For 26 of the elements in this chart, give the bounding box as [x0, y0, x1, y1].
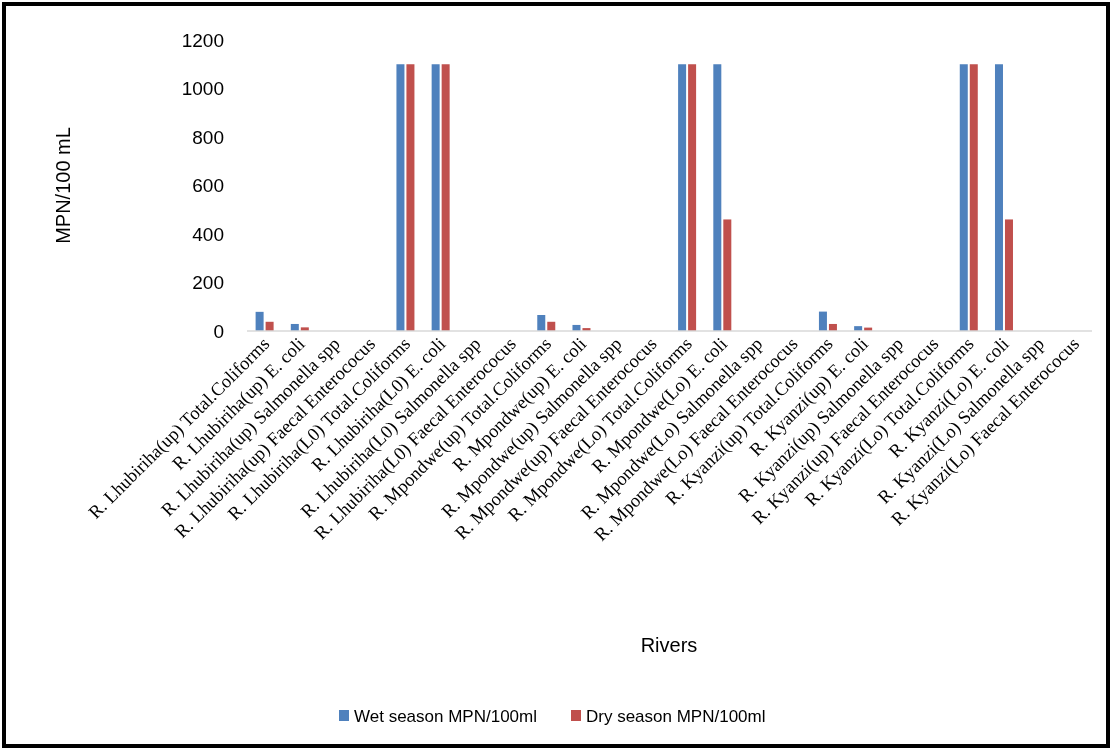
bar — [678, 64, 687, 331]
y-tick-label: 200 — [192, 272, 224, 294]
legend-label: Wet season MPN/100ml — [354, 706, 537, 726]
y-tick-label: 800 — [192, 126, 224, 148]
bar — [959, 64, 968, 331]
bar — [994, 64, 1003, 331]
y-tick-label: 600 — [192, 175, 224, 197]
legend-label: Dry season MPN/100ml — [586, 706, 766, 726]
bar — [255, 311, 264, 331]
bar — [537, 315, 546, 331]
y-tick-label: 1000 — [181, 78, 224, 100]
y-axis-title: MPN/100 mL — [52, 127, 74, 244]
bar — [969, 64, 978, 331]
bar — [818, 311, 827, 331]
x-axis-title: Rivers — [640, 634, 698, 656]
bar — [396, 64, 405, 331]
bar — [688, 64, 697, 331]
y-tick-label: 400 — [192, 223, 224, 245]
bar — [1004, 219, 1013, 331]
bar — [431, 64, 440, 331]
bar — [406, 64, 415, 331]
y-tick-label: 0 — [213, 320, 224, 342]
y-tick-label: 1200 — [181, 29, 224, 51]
bar — [713, 64, 722, 331]
bar — [441, 64, 450, 331]
bar — [723, 219, 732, 331]
